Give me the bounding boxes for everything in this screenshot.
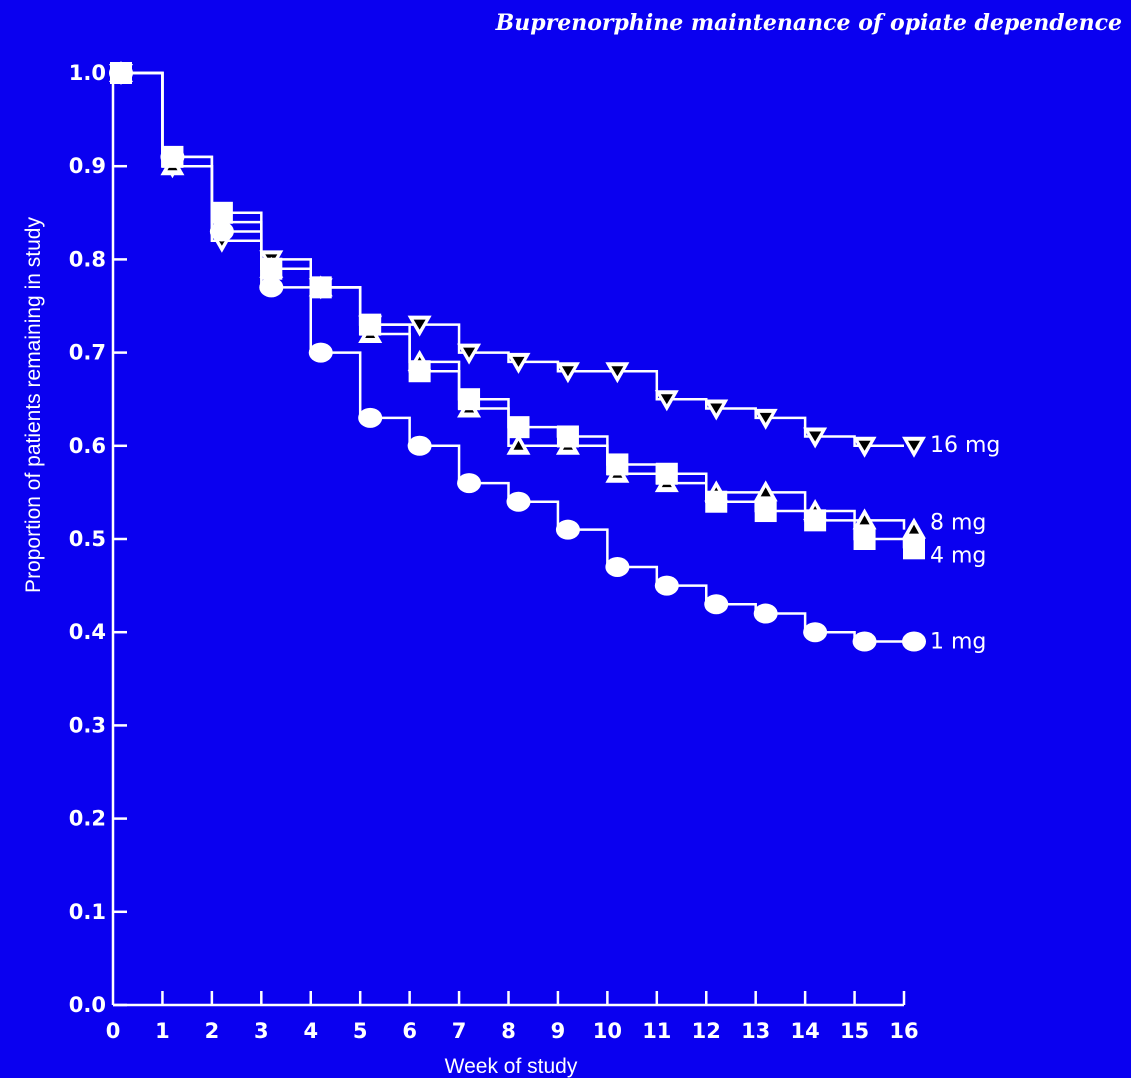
y-tick-label: 0.4 — [69, 620, 106, 644]
y-tick-label: 0.1 — [69, 900, 106, 924]
series-label-4-mg: 4 mg — [930, 543, 986, 568]
data-point-circle — [160, 146, 185, 167]
x-tick-label: 5 — [353, 1019, 368, 1043]
y-tick-label: 0.7 — [69, 341, 106, 365]
x-tick-label: 1 — [155, 1019, 170, 1043]
data-point-square — [754, 500, 777, 523]
data-point-circle — [902, 631, 926, 652]
data-point-circle — [753, 603, 778, 624]
data-point-circle — [407, 435, 432, 456]
x-tick-label: 13 — [741, 1019, 770, 1043]
data-point-triangle-down-inner — [759, 412, 772, 423]
x-tick-label: 2 — [205, 1019, 220, 1043]
data-point-circle — [605, 556, 630, 577]
y-axis-title: Proportion of patients remaining in stud… — [22, 217, 45, 593]
data-point-circle — [704, 594, 729, 615]
x-tick-label: 14 — [791, 1019, 820, 1043]
series-8-mg — [109, 61, 926, 539]
data-point-circle — [803, 622, 828, 643]
data-point-square — [309, 276, 332, 299]
series-labels: 16 mg 8 mg 4 mg 1 mg — [930, 433, 1000, 655]
data-point-circle — [457, 473, 482, 494]
data-point-square — [408, 360, 431, 383]
y-tick-label: 0.3 — [69, 713, 106, 737]
x-tick-label: 3 — [254, 1019, 269, 1043]
data-point-square — [804, 509, 827, 532]
x-tick-label: 7 — [452, 1019, 467, 1043]
data-point-triangle-up-inner — [859, 515, 870, 525]
x-axis-title: Week of study — [445, 1055, 578, 1078]
data-point-triangle-down-inner — [413, 319, 426, 330]
y-tick-label: 0.9 — [69, 154, 106, 178]
data-point-square — [210, 201, 233, 224]
x-tick-label: 4 — [303, 1019, 318, 1043]
data-point-square — [655, 462, 678, 485]
data-point-square — [260, 257, 283, 280]
x-tick-label: 9 — [551, 1019, 566, 1043]
data-point-triangle-down-inner — [463, 347, 476, 358]
chart-series — [109, 61, 926, 652]
y-tick-label: 0.2 — [69, 807, 106, 831]
x-tick-label: 15 — [840, 1019, 869, 1043]
data-point-square — [458, 388, 481, 411]
data-point-triangle-down-inner — [561, 366, 574, 377]
x-tick-label: 16 — [889, 1019, 918, 1043]
data-point-square — [903, 537, 925, 560]
x-tick-label: 6 — [402, 1019, 417, 1043]
data-point-circle — [259, 277, 284, 298]
chart-axes: 0.00.10.20.30.40.50.60.70.80.91.00 1 2 3 4 5 6… — [69, 61, 919, 1043]
series-label-8-mg: 8 mg — [930, 511, 986, 536]
series-label-16-mg: 16 mg — [930, 433, 1000, 458]
x-tick-label: 10 — [593, 1019, 622, 1043]
data-point-square — [556, 425, 579, 448]
x-tick-label: 8 — [501, 1019, 516, 1043]
data-point-square — [853, 528, 876, 550]
data-point-triangle-down-inner — [660, 394, 673, 405]
series-step-line — [113, 71, 904, 448]
series-step-line — [113, 71, 906, 549]
data-point-circle — [654, 575, 679, 596]
y-tick-label: 1.0 — [69, 61, 106, 85]
series-1-mg — [109, 63, 926, 652]
y-tick-label: 0.0 — [69, 993, 106, 1017]
data-point-triangle-up-inner — [513, 440, 524, 450]
series-label-1-mg: 1 mg — [930, 630, 986, 655]
y-tick-label: 0.6 — [69, 434, 106, 458]
x-tick-label: 12 — [692, 1019, 721, 1043]
data-point-circle — [555, 519, 580, 540]
data-point-circle — [209, 221, 234, 242]
data-point-triangle-down-inner — [611, 366, 624, 377]
data-point-square — [705, 490, 728, 513]
y-tick-label: 0.5 — [69, 527, 106, 551]
y-tick-label: 0.8 — [69, 247, 106, 271]
series-16-mg — [109, 64, 926, 458]
data-point-triangle-down-inner — [710, 403, 723, 414]
data-point-triangle-up-inner — [760, 487, 771, 497]
page-header-title: Buprenorphine maintenance of opiate depe… — [495, 10, 1122, 36]
data-point-circle — [109, 63, 133, 83]
data-point-square — [359, 313, 382, 336]
x-tick-label: 0 — [106, 1019, 121, 1043]
data-point-triangle-down-inner — [908, 440, 920, 451]
data-point-triangle-down-inner — [809, 431, 822, 442]
data-point-circle — [358, 407, 383, 428]
data-point-square — [606, 453, 629, 476]
data-point-circle — [852, 631, 877, 652]
data-point-triangle-down-inner — [512, 356, 525, 367]
series-4-mg — [110, 62, 925, 560]
data-point-circle — [506, 491, 531, 512]
data-point-square — [507, 416, 530, 439]
data-point-circle — [308, 342, 333, 363]
data-point-triangle-down-inner — [858, 440, 871, 451]
series-step-line — [113, 71, 906, 530]
x-tick-label: 11 — [642, 1019, 671, 1043]
data-point-triangle-up-inner — [909, 524, 919, 534]
